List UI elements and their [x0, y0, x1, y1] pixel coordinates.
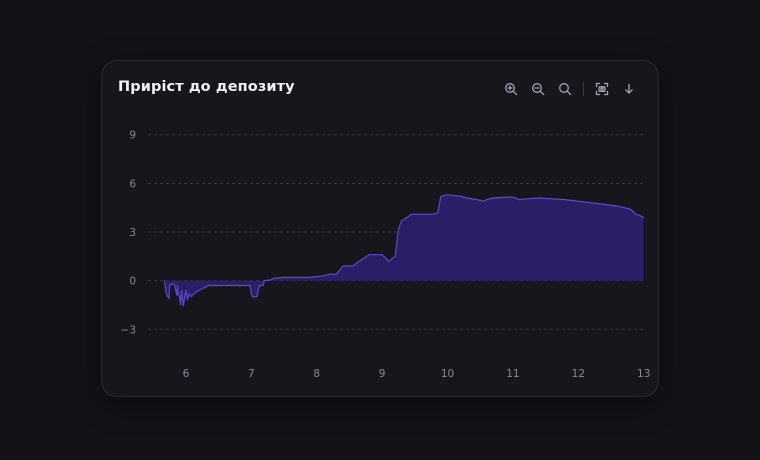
zoom-in-button[interactable] — [502, 80, 520, 98]
zoom-in-icon — [505, 83, 518, 96]
chart-title: Приріст до депозиту — [118, 79, 295, 95]
toolbar-divider — [583, 82, 584, 96]
x-tick-label: 12 — [572, 368, 585, 380]
y-tick-label: 9 — [129, 130, 136, 142]
chart-card: Приріст до депозиту — [101, 60, 659, 397]
reset-zoom-button[interactable] — [556, 80, 574, 98]
x-tick-label: 7 — [248, 368, 255, 380]
x-tick-label: 13 — [637, 368, 650, 380]
x-tick-label: 9 — [379, 368, 386, 380]
series-area — [164, 194, 644, 306]
screenshot-button[interactable] — [593, 80, 611, 98]
x-tick-label: 8 — [313, 368, 320, 380]
chart-toolbar — [493, 79, 638, 99]
zoom-out-icon — [532, 83, 545, 96]
x-tick-label: 10 — [441, 368, 454, 380]
x-tick-label: 11 — [506, 368, 519, 380]
download-button[interactable] — [620, 80, 638, 98]
y-tick-label: −3 — [121, 324, 136, 336]
y-tick-label: 6 — [129, 178, 136, 190]
y-tick-label: 0 — [129, 276, 136, 288]
series-line — [163, 194, 644, 307]
x-tick-label: 6 — [183, 368, 190, 380]
y-tick-label: 3 — [129, 227, 136, 239]
zoom-out-button[interactable] — [529, 80, 547, 98]
chart-plot: 9 6 3 0 −3 6 7 8 9 10 11 12 13 — [121, 130, 651, 380]
screenshot-icon — [595, 82, 609, 96]
magnifier-reset-icon — [559, 83, 572, 96]
download-icon — [625, 83, 633, 94]
